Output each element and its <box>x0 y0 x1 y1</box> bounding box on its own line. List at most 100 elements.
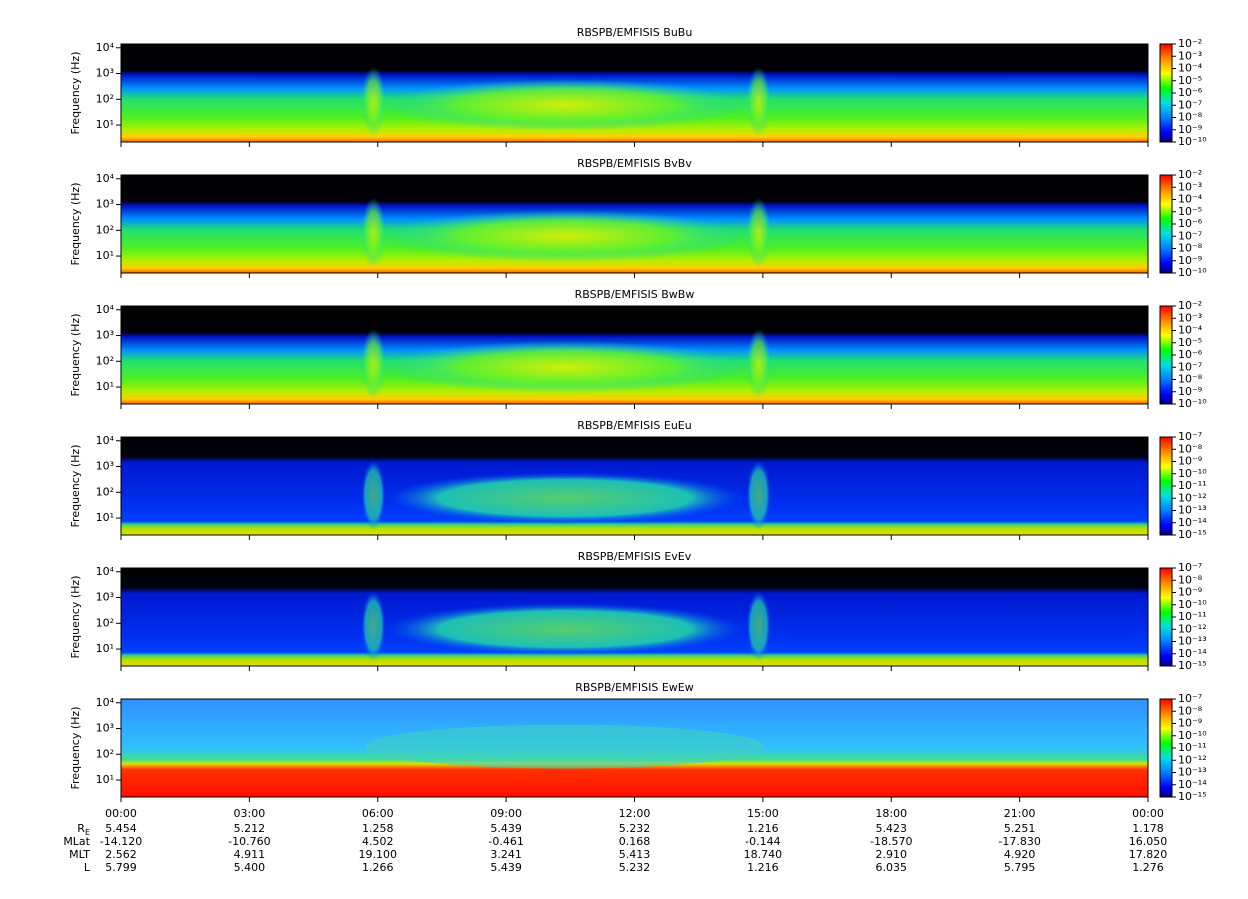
y-tick-label: 10³ <box>96 198 114 211</box>
spectrogram-feature <box>361 328 386 399</box>
ephemeris-value: 17.820 <box>1129 848 1168 861</box>
ephemeris-value: 1.216 <box>747 861 779 874</box>
colorbar-tick-label: 10⁻⁵ <box>1178 205 1202 218</box>
spectrogram-feature <box>385 79 745 132</box>
y-tick-label: 10² <box>96 747 114 760</box>
colorbar-tick-label: 10⁻¹² <box>1178 491 1207 504</box>
y-axis-label: Frequency (Hz) <box>69 576 82 659</box>
y-tick-label: 10³ <box>96 591 114 604</box>
spectrogram-feature <box>746 590 771 661</box>
colorbar-tick-label: 10⁻⁴ <box>1178 324 1203 337</box>
colorbar-tick-label: 10⁻⁸ <box>1178 111 1203 124</box>
colorbar-tick-label: 10⁻⁸ <box>1178 442 1203 455</box>
x-tick-label: 09:00 <box>490 807 522 820</box>
ephemeris-value: 1.258 <box>362 822 394 835</box>
colorbar-tick-label: 10⁻¹⁰ <box>1178 135 1207 148</box>
x-tick-label: 12:00 <box>619 807 651 820</box>
spectrogram-feature <box>361 459 386 530</box>
colorbar-tick-label: 10⁻¹² <box>1178 622 1207 635</box>
colorbar-tick-label: 10⁻¹¹ <box>1178 741 1207 754</box>
x-tick-label: 15:00 <box>747 807 779 820</box>
colorbar-tick-label: 10⁻⁷ <box>1178 229 1202 242</box>
ephemeris-value: 18.740 <box>744 848 783 861</box>
colorbar-tick-label: 10⁻⁸ <box>1178 373 1203 386</box>
ephemeris-value: 5.423 <box>876 822 908 835</box>
panel-title: RBSPB/EMFISIS BvBv <box>577 157 692 170</box>
colorbar-tick-label: 10⁻² <box>1178 168 1202 181</box>
panel-title: RBSPB/EMFISIS BuBu <box>577 26 693 39</box>
ephemeris-value: -10.760 <box>228 835 270 848</box>
x-tick-label: 00:00 <box>105 807 137 820</box>
ephemeris-value: 2.562 <box>105 848 137 861</box>
ephemeris-value: 5.439 <box>490 861 522 874</box>
colorbar-tick-label: 10⁻¹⁰ <box>1178 598 1207 611</box>
ephemeris-value: -18.570 <box>870 835 912 848</box>
ephemeris-value: 5.212 <box>234 822 266 835</box>
y-tick-label: 10³ <box>96 460 114 473</box>
ephemeris-value: 5.251 <box>1004 822 1036 835</box>
ephemeris-value: 5.400 <box>234 861 266 874</box>
ephemeris-label-text: MLT <box>69 848 90 861</box>
colorbar-tick-label: 10⁻¹⁴ <box>1178 778 1207 791</box>
y-tick-label: 10⁴ <box>96 172 115 185</box>
colorbar-tick-label: 10⁻⁸ <box>1178 242 1203 255</box>
ephemeris-value: 6.035 <box>876 861 908 874</box>
y-axis-label: Frequency (Hz) <box>69 52 82 135</box>
ephemeris-value: 4.502 <box>362 835 394 848</box>
x-tick-label: 21:00 <box>1004 807 1036 820</box>
y-tick-label: 10⁴ <box>96 434 115 447</box>
y-axis-label: Frequency (Hz) <box>69 314 82 397</box>
colorbar-tick-label: 10⁻¹⁵ <box>1178 528 1207 541</box>
colorbar-tick-label: 10⁻¹⁰ <box>1178 266 1207 279</box>
colorbar-tick-label: 10⁻¹⁰ <box>1178 729 1207 742</box>
spectrogram-feature <box>361 66 386 137</box>
colorbar-tick-label: 10⁻⁸ <box>1178 573 1203 586</box>
spectrogram-feature <box>385 472 745 525</box>
y-tick-label: 10⁴ <box>96 565 115 578</box>
colorbar-tick-label: 10⁻⁴ <box>1178 193 1203 206</box>
colorbar-tick-label: 10⁻³ <box>1178 311 1202 324</box>
colorbar <box>1159 436 1173 536</box>
y-tick-label: 10³ <box>96 722 114 735</box>
ephemeris-value: -0.461 <box>488 835 523 848</box>
ephemeris-label: MLT <box>69 848 90 861</box>
ephemeris-value: 19.100 <box>359 848 398 861</box>
ephemeris-label-subscript: E <box>85 828 90 837</box>
colorbar-tick-label: 10⁻⁹ <box>1178 385 1202 398</box>
ephemeris-value: 5.795 <box>1004 861 1036 874</box>
ephemeris-label: MLat <box>63 835 90 848</box>
ephemeris-value: 1.216 <box>747 822 779 835</box>
ephemeris-label: L <box>84 861 91 874</box>
spectrogram-feature <box>365 724 765 769</box>
ephemeris-label-text: R <box>77 822 85 835</box>
spectrogram-feature <box>746 328 771 399</box>
colorbar-tick-label: 10⁻⁴ <box>1178 62 1203 75</box>
colorbar-tick-label: 10⁻⁷ <box>1178 360 1202 373</box>
y-tick-label: 10³ <box>96 329 114 342</box>
colorbar-tick-label: 10⁻⁵ <box>1178 74 1202 87</box>
y-tick-label: 10¹ <box>96 249 114 262</box>
colorbar <box>1159 174 1173 274</box>
y-tick-label: 10¹ <box>96 642 114 655</box>
colorbar <box>1159 43 1173 143</box>
spectrogram-feature <box>361 590 386 661</box>
colorbar-label: mplitude (V^2/m^2/Hz) <box>1222 550 1235 683</box>
ephemeris-value: 3.241 <box>490 848 522 861</box>
spectrogram-feature <box>746 459 771 530</box>
ephemeris-value: 5.454 <box>105 822 137 835</box>
ephemeris-value: 5.232 <box>619 822 651 835</box>
y-tick-label: 10¹ <box>96 511 114 524</box>
colorbar-tick-label: 10⁻⁶ <box>1178 86 1203 99</box>
panel-title: RBSPB/EMFISIS EuEu <box>577 419 691 432</box>
y-tick-label: 10² <box>96 92 114 105</box>
ephemeris-label-text: MLat <box>63 835 90 848</box>
spectrogram-feature <box>385 210 745 263</box>
y-tick-label: 10² <box>96 354 114 367</box>
ephemeris-label: RE <box>77 822 90 837</box>
colorbar-tick-label: 10⁻³ <box>1178 49 1202 62</box>
colorbar-tick-label: 10⁻³ <box>1178 180 1202 193</box>
ephemeris-value: 1.178 <box>1132 822 1164 835</box>
colorbar-tick-label: 10⁻¹³ <box>1178 635 1207 648</box>
y-tick-label: 10⁴ <box>96 303 115 316</box>
colorbar-tick-label: 10⁻¹⁴ <box>1178 647 1207 660</box>
